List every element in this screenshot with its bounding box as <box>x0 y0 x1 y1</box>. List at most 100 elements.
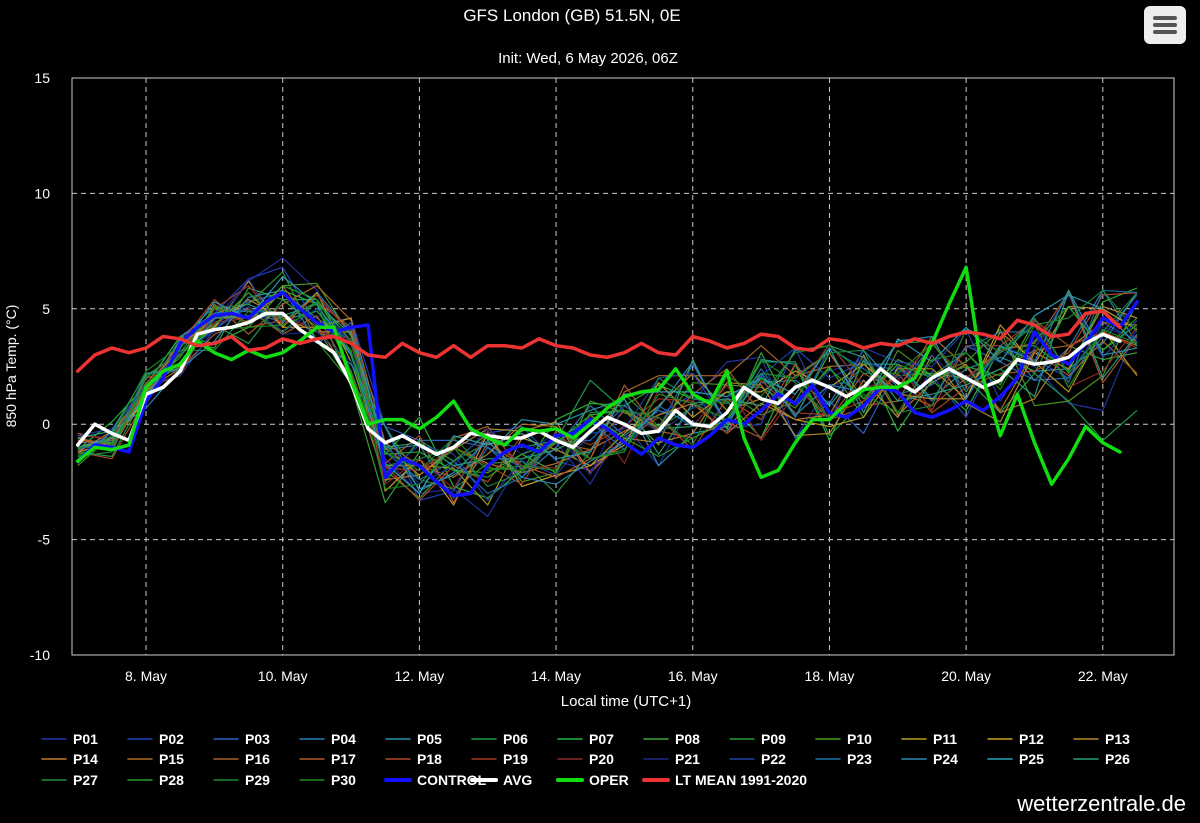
legend-item: P16 <box>213 751 270 767</box>
series-line-p04 <box>77 289 1138 499</box>
legend-label: OPER <box>589 772 629 788</box>
legend-item: P26 <box>1073 751 1130 767</box>
y-tick-label: 5 <box>42 301 50 317</box>
main-series <box>75 265 1139 498</box>
series-line-avg <box>75 311 1122 456</box>
x-tick-label: 20. May <box>941 668 991 684</box>
y-tick-label: 10 <box>34 185 50 201</box>
legend-item: P09 <box>729 731 786 747</box>
series-line-lt-mean-1991-2020 <box>75 309 1122 373</box>
legend-label: P15 <box>159 751 184 767</box>
legend-item: CONTROL <box>384 772 487 788</box>
series-line-p30 <box>77 310 1138 490</box>
legend-item: P06 <box>471 731 528 747</box>
legend-item: P20 <box>557 751 614 767</box>
legend-label: P14 <box>73 751 98 767</box>
legend-label: P02 <box>159 731 184 747</box>
legend-label: P19 <box>503 751 528 767</box>
legend-item: P03 <box>213 731 270 747</box>
y-tick-label: -10 <box>30 647 50 663</box>
series-line-control <box>75 290 1139 498</box>
legend-item: P19 <box>471 751 528 767</box>
legend-item: P21 <box>643 751 700 767</box>
legend-item: AVG <box>470 772 532 788</box>
legend-label: P28 <box>159 772 184 788</box>
x-tick-label: 8. May <box>125 668 167 684</box>
y-tick-label: -5 <box>38 532 51 548</box>
series-line-p15 <box>77 285 1138 478</box>
legend-item: P24 <box>901 751 958 767</box>
legend-label: P09 <box>761 731 786 747</box>
legend-item: P25 <box>987 751 1044 767</box>
legend-label: P25 <box>1019 751 1044 767</box>
legend-item: P28 <box>127 772 184 788</box>
legend-label: P11 <box>933 731 957 747</box>
axes: 15 10 5 0 -5 -10 8. May 10. May 12. May 14. May 16… <box>30 70 1175 684</box>
chart-title: GFS London (GB) 51.5N, 0E <box>463 6 680 25</box>
legend-label: CONTROL <box>417 772 487 788</box>
legend-label: P13 <box>1105 731 1130 747</box>
x-tick-label: 12. May <box>394 668 444 684</box>
x-tick-label: 10. May <box>258 668 308 684</box>
legend-label: P10 <box>847 731 872 747</box>
legend-label: P03 <box>245 731 270 747</box>
series-line-p24 <box>77 289 1138 492</box>
chart-subtitle: Init: Wed, 6 May 2026, 06Z <box>498 50 678 67</box>
series-line-p18 <box>77 292 1138 501</box>
series-line-p11 <box>77 292 1138 506</box>
legend-item: P01 <box>41 731 98 747</box>
x-tick-label: 16. May <box>668 668 718 684</box>
credit-text: wetterzentrale.de <box>1017 791 1186 816</box>
legend-item: P14 <box>41 751 98 767</box>
legend-item: P30 <box>299 772 356 788</box>
legend-item: P02 <box>127 731 184 747</box>
legend-label: P22 <box>761 751 786 767</box>
legend-label: P16 <box>245 751 270 767</box>
legend-item: P04 <box>299 731 356 747</box>
x-tick-label: 14. May <box>531 668 581 684</box>
legend-label: P06 <box>503 731 528 747</box>
legend-item: P12 <box>987 731 1044 747</box>
legend-label: P04 <box>331 731 356 747</box>
x-axis-label: Local time (UTC+1) <box>561 693 691 710</box>
series-line-p21 <box>77 278 1138 485</box>
legend-item: P11 <box>901 731 957 747</box>
legend-label: AVG <box>503 772 532 788</box>
y-tick-label: 0 <box>42 416 50 432</box>
legend-item: LT MEAN 1991-2020 <box>642 772 807 788</box>
plot-frame <box>71 77 1175 656</box>
y-axis-label: 850 hPa Temp. (°C) <box>3 305 19 428</box>
legend-label: P01 <box>73 731 98 747</box>
legend-label: P08 <box>675 731 700 747</box>
legend-item: P22 <box>729 751 786 767</box>
legend-item: P23 <box>815 751 872 767</box>
legend-label: P21 <box>675 751 700 767</box>
legend-label: P29 <box>245 772 270 788</box>
legend-label: P20 <box>589 751 614 767</box>
y-tick-label: 15 <box>34 70 50 86</box>
legend-item: P15 <box>127 751 184 767</box>
legend-item: P05 <box>385 731 442 747</box>
legend-label: P07 <box>589 731 614 747</box>
legend-label: P30 <box>331 772 356 788</box>
legend-label: P24 <box>933 751 958 767</box>
legend-item: P29 <box>213 772 270 788</box>
legend-label: P17 <box>331 751 356 767</box>
legend-label: LT MEAN 1991-2020 <box>675 772 807 788</box>
legend-item: P17 <box>299 751 356 767</box>
legend-label: P18 <box>417 751 442 767</box>
legend-item: P13 <box>1073 731 1130 747</box>
legend-label: P05 <box>417 731 442 747</box>
ensemble-members <box>77 257 1138 518</box>
x-tick-label: 18. May <box>805 668 855 684</box>
legend-item: P10 <box>815 731 872 747</box>
legend: P01 P02 P03 P04 P05 P06 P07 P08 P09 P10 P11 P12 P13 P… <box>41 731 1130 788</box>
x-tick-label: 22. May <box>1078 668 1128 684</box>
legend-label: P23 <box>847 751 872 767</box>
legend-item: P18 <box>385 751 442 767</box>
hamburger-menu-icon[interactable] <box>1144 6 1186 44</box>
legend-label: P12 <box>1019 731 1044 747</box>
legend-item: OPER <box>556 772 629 788</box>
legend-item: P08 <box>643 731 700 747</box>
